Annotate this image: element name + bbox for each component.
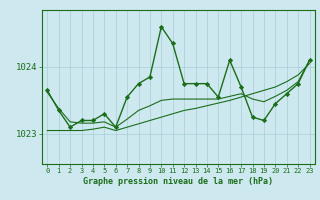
X-axis label: Graphe pression niveau de la mer (hPa): Graphe pression niveau de la mer (hPa) <box>84 177 273 186</box>
